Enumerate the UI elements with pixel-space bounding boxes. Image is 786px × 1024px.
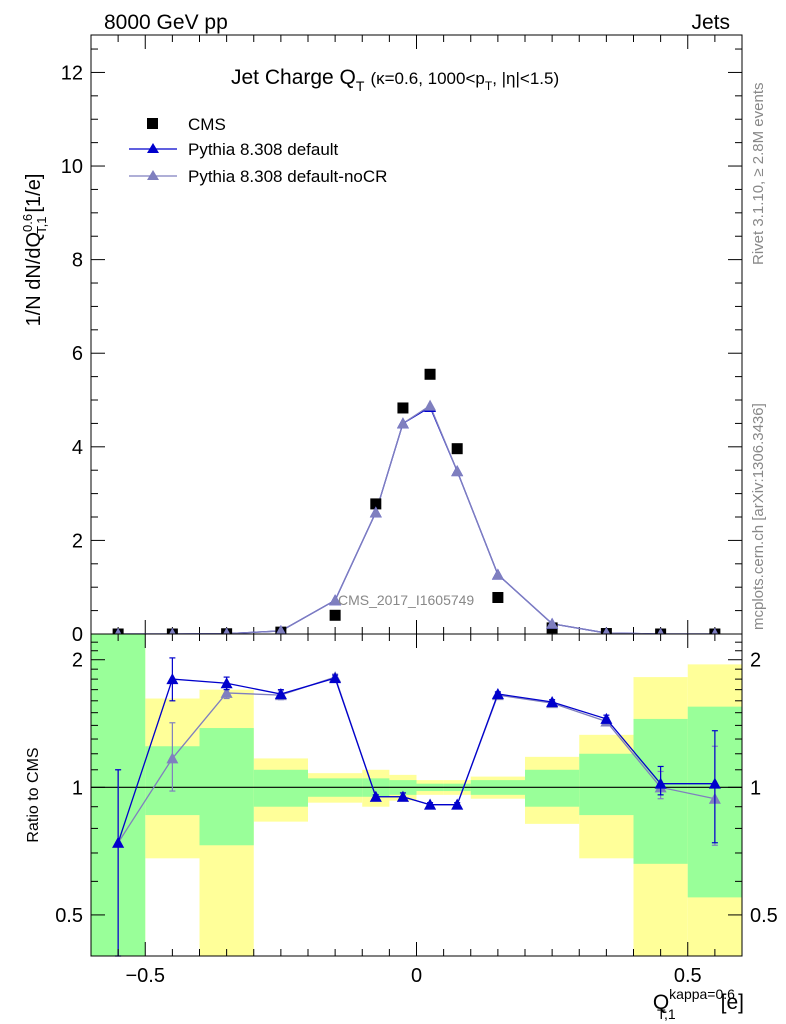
main-point-cms bbox=[492, 591, 504, 603]
ratio-xlabel: Qkappa=0.6 T,1 [e] bbox=[653, 986, 744, 1022]
ratio-ytick-label-left: 2 bbox=[72, 650, 83, 672]
ratio-point-0 bbox=[424, 798, 437, 810]
legend: CMS Pythia 8.308 default Pythia 8.308 de… bbox=[129, 115, 387, 186]
ratio-xtick-label: 0 bbox=[411, 965, 422, 987]
ratio-xtick-label: −0.5 bbox=[126, 965, 165, 987]
main-ytick-label: 8 bbox=[72, 250, 83, 272]
ratio-band-inner bbox=[199, 728, 254, 846]
title-end: , |η|<1.5) bbox=[492, 69, 559, 88]
ratio-point-0 bbox=[220, 677, 233, 689]
ratio-band-inner bbox=[253, 769, 308, 807]
main-series-line-2 bbox=[118, 404, 715, 635]
ratio-uncertainty-bands bbox=[91, 634, 742, 956]
main-point-cms bbox=[451, 443, 463, 455]
ratio-series-line-0 bbox=[117, 677, 715, 843]
title-sub: T bbox=[356, 78, 365, 94]
ratio-ytick-label-right: 1 bbox=[750, 777, 761, 799]
main-ytick-label: 12 bbox=[61, 62, 83, 84]
main-point-2 bbox=[329, 594, 342, 606]
main-ylabel: 1/N dN/dQ0.6T,1 [1/e] bbox=[20, 174, 49, 327]
ratio-point-0 bbox=[369, 790, 382, 802]
ylabel-main: 1/N dN/dQ bbox=[23, 232, 45, 326]
ratio-ylabel: Ratio to CMS bbox=[25, 747, 42, 842]
main-point-cms bbox=[424, 368, 436, 380]
ratio-ytick-label-right: 2 bbox=[750, 650, 761, 672]
main-point-2 bbox=[451, 465, 464, 477]
main-ytick-label: 0 bbox=[72, 624, 83, 646]
main-point-cms bbox=[329, 609, 341, 621]
xlabel-sup: kappa=0.6 bbox=[669, 986, 735, 1002]
header-right: Jets bbox=[691, 11, 730, 34]
main-ytick-label: 2 bbox=[72, 530, 83, 552]
main-point-2 bbox=[491, 568, 504, 580]
ratio-ytick-label-left: 1 bbox=[72, 777, 83, 799]
title-rest: (κ=0.6, 1000<p bbox=[370, 69, 484, 88]
header-left: 8000 GeV pp bbox=[104, 11, 228, 34]
xlabel-unit: [e] bbox=[721, 991, 744, 1014]
title-main: Jet Charge Q bbox=[231, 66, 356, 89]
analysis-watermark: CMS_2017_I1605749 bbox=[338, 592, 474, 608]
ratio-xtick-label: 0.5 bbox=[674, 965, 702, 987]
main-point-cms bbox=[370, 498, 382, 510]
ylabel-sup: 0.6 bbox=[20, 214, 35, 232]
ratio-point-0 bbox=[166, 673, 179, 685]
title-sub2: T bbox=[485, 79, 493, 93]
ratio-point-0 bbox=[329, 672, 342, 684]
legend-marker-default bbox=[147, 143, 159, 153]
main-ytick-label: 4 bbox=[72, 437, 83, 459]
ratio-ytick-label-left: 0.5 bbox=[55, 905, 83, 927]
main-point-2 bbox=[369, 506, 382, 518]
legend-label-cms: CMS bbox=[188, 115, 226, 134]
mcplots-label: mcplots.cern.ch [arXiv:1306.3436] bbox=[750, 403, 767, 630]
legend-marker-nocr bbox=[147, 170, 159, 180]
chart-title: Jet Charge QT (κ=0.6, 1000<pT, |η|<1.5) bbox=[231, 66, 559, 94]
ratio-point-0 bbox=[274, 688, 287, 700]
ylabel-sub: T,1 bbox=[34, 217, 49, 234]
xlabel-main: Q bbox=[653, 991, 669, 1014]
main-point-2 bbox=[424, 399, 437, 411]
main-axis-ticks: 0 2 4 6 8 10 12 bbox=[61, 35, 743, 646]
main-point-2 bbox=[274, 624, 287, 636]
ratio-point-1 bbox=[166, 752, 179, 764]
xlabel-sub: T,1 bbox=[657, 1006, 676, 1022]
ratio-point-0 bbox=[112, 836, 125, 848]
main-ytick-label: 10 bbox=[61, 156, 83, 178]
ratio-point-0 bbox=[396, 790, 409, 802]
ratio-point-0 bbox=[491, 688, 504, 700]
main-plot-frame bbox=[90, 34, 743, 635]
rivet-label: Rivet 3.1.10, ≥ 2.8M events bbox=[750, 83, 767, 266]
ratio-panel: 0.5 0.5 1 1 2 2 −0.5 0 0.5 Ratio to CMS Qkappa=0… bbox=[25, 633, 778, 1022]
main-point-2 bbox=[396, 417, 409, 429]
ratio-axis-ticks: 0.5 0.5 1 1 2 2 −0.5 0 0.5 bbox=[55, 634, 778, 987]
legend-label-default: Pythia 8.308 default bbox=[188, 140, 339, 159]
legend-marker-cms bbox=[147, 118, 158, 129]
ratio-point-0 bbox=[654, 777, 667, 789]
ratio-point-0 bbox=[600, 712, 613, 724]
ratio-point-1 bbox=[220, 686, 233, 698]
main-point-cms bbox=[397, 402, 409, 414]
ratio-point-0 bbox=[546, 695, 559, 707]
ylabel-unit: [1/e] bbox=[23, 174, 45, 213]
ratio-series-group bbox=[112, 657, 721, 957]
main-point-2 bbox=[546, 617, 559, 629]
legend-label-nocr: Pythia 8.308 default-noCR bbox=[188, 167, 387, 186]
ratio-point-0 bbox=[708, 777, 721, 789]
main-ytick-label: 6 bbox=[72, 343, 83, 365]
ratio-band-inner bbox=[579, 753, 634, 816]
ratio-band-inner bbox=[525, 769, 580, 807]
ratio-point-0 bbox=[451, 798, 464, 810]
ratio-ytick-label-right: 0.5 bbox=[750, 905, 778, 927]
